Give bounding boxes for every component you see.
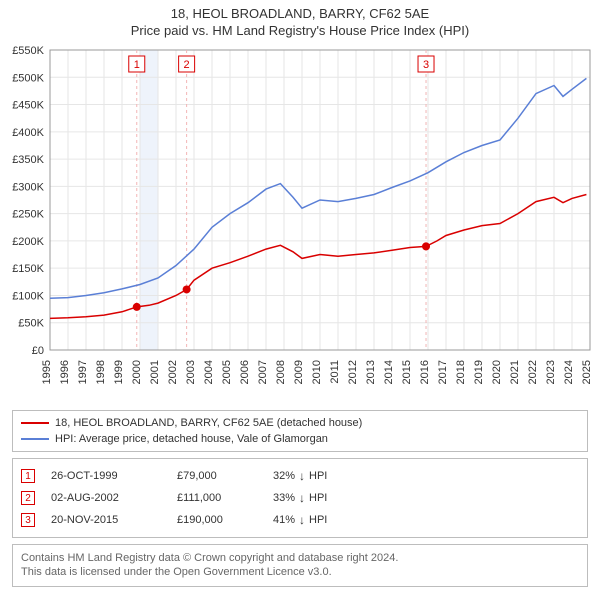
y-axis-label: £150K (12, 263, 44, 275)
x-axis-label: 2002 (167, 360, 179, 384)
sales-pct: 33% (273, 492, 295, 504)
down-arrow-icon: ↓ (299, 513, 305, 527)
x-axis-label: 2008 (275, 360, 287, 384)
sales-table: 1 26-OCT-1999 £79,000 32% ↓ HPI 2 02-AUG-2002 £1… (12, 458, 588, 538)
legend-row: 18, HEOL BROADLAND, BARRY, CF62 5AE (det… (21, 415, 579, 431)
sale-marker-number: 1 (134, 59, 140, 71)
y-axis-label: £450K (12, 100, 44, 112)
chart-container: £0 £50K £100K £150K £200K £250K £300K £350K £400… (0, 40, 600, 410)
x-axis-label: 2022 (527, 360, 539, 384)
x-axis-label: 2011 (329, 360, 341, 384)
x-axis-label: 2001 (149, 360, 161, 384)
sales-marker: 2 (21, 491, 35, 505)
x-axis-label: 2016 (419, 360, 431, 384)
sales-hpi-delta: 32% ↓ HPI (273, 469, 327, 483)
y-axis-label: £300K (12, 181, 44, 193)
legend: 18, HEOL BROADLAND, BARRY, CF62 5AE (det… (12, 410, 588, 452)
line-chart: £0 £50K £100K £150K £200K £250K £300K £350K £400… (0, 40, 600, 410)
sales-row: 2 02-AUG-2002 £111,000 33% ↓ HPI (21, 487, 579, 509)
y-axis-label: £0 (32, 345, 44, 357)
sales-hpi-suffix: HPI (309, 514, 327, 526)
chart-title-main: 18, HEOL BROADLAND, BARRY, CF62 5AE (10, 6, 590, 21)
x-axis-label: 1996 (59, 360, 71, 384)
sales-date: 26-OCT-1999 (51, 470, 161, 482)
y-axis-label: £550K (12, 45, 44, 57)
y-axis-label: £100K (12, 290, 44, 302)
x-axis-label: 2020 (491, 360, 503, 384)
legend-swatch (21, 422, 49, 424)
x-axis-label: 1995 (41, 360, 53, 384)
footer-line-2: This data is licensed under the Open Gov… (21, 565, 579, 579)
x-axis-label: 2025 (581, 360, 593, 384)
down-arrow-icon: ↓ (299, 491, 305, 505)
sales-price: £190,000 (177, 514, 257, 526)
x-axis-label: 2024 (563, 360, 575, 384)
chart-title-sub: Price paid vs. HM Land Registry's House … (10, 23, 590, 38)
sale-marker-dot (422, 242, 430, 250)
sales-date: 02-AUG-2002 (51, 492, 161, 504)
legend-label: 18, HEOL BROADLAND, BARRY, CF62 5AE (det… (55, 417, 362, 429)
sales-price: £111,000 (177, 492, 257, 504)
sales-price: £79,000 (177, 470, 257, 482)
x-axis-label: 2000 (131, 360, 143, 384)
legend-row: HPI: Average price, detached house, Vale… (21, 431, 579, 447)
sales-marker: 1 (21, 469, 35, 483)
x-axis-label: 2021 (509, 360, 521, 384)
sales-pct: 41% (273, 514, 295, 526)
x-axis-label: 1999 (113, 360, 125, 384)
sale-marker-number: 2 (184, 59, 190, 71)
x-axis-label: 2009 (293, 360, 305, 384)
y-axis-label: £400K (12, 127, 44, 139)
x-axis-label: 2012 (347, 360, 359, 384)
y-axis-label: £350K (12, 154, 44, 166)
x-axis-label: 2017 (437, 360, 449, 384)
footer-line-1: Contains HM Land Registry data © Crown c… (21, 551, 579, 565)
x-axis-label: 2010 (311, 360, 323, 384)
x-axis-label: 2015 (401, 360, 413, 384)
y-axis-label: £50K (18, 318, 44, 330)
x-axis-label: 2007 (257, 360, 269, 384)
y-axis-label: £250K (12, 209, 44, 221)
sale-marker-number: 3 (423, 59, 429, 71)
sales-hpi-delta: 41% ↓ HPI (273, 513, 327, 527)
sales-hpi-suffix: HPI (309, 492, 327, 504)
sales-marker: 3 (21, 513, 35, 527)
sales-hpi-suffix: HPI (309, 470, 327, 482)
legend-swatch (21, 438, 49, 440)
x-axis-label: 1997 (77, 360, 89, 384)
x-axis-label: 2004 (203, 360, 215, 384)
x-axis-label: 2003 (185, 360, 197, 384)
x-axis-label: 2013 (365, 360, 377, 384)
sales-row: 3 20-NOV-2015 £190,000 41% ↓ HPI (21, 509, 579, 531)
x-axis-label: 1998 (95, 360, 107, 384)
x-axis-label: 2019 (473, 360, 485, 384)
legend-label: HPI: Average price, detached house, Vale… (55, 433, 328, 445)
sales-date: 20-NOV-2015 (51, 514, 161, 526)
sale-marker-dot (133, 303, 141, 311)
x-axis-label: 2005 (221, 360, 233, 384)
y-axis-label: £200K (12, 236, 44, 248)
sales-hpi-delta: 33% ↓ HPI (273, 491, 327, 505)
x-axis-label: 2014 (383, 360, 395, 384)
sales-row: 1 26-OCT-1999 £79,000 32% ↓ HPI (21, 465, 579, 487)
footer-attribution: Contains HM Land Registry data © Crown c… (12, 544, 588, 587)
x-axis-label: 2018 (455, 360, 467, 384)
x-axis-label: 2006 (239, 360, 251, 384)
x-axis-label: 2023 (545, 360, 557, 384)
y-axis-label: £500K (12, 72, 44, 84)
sales-pct: 32% (273, 470, 295, 482)
down-arrow-icon: ↓ (299, 469, 305, 483)
chart-title-block: 18, HEOL BROADLAND, BARRY, CF62 5AE Pric… (0, 0, 600, 40)
sale-marker-dot (183, 285, 191, 293)
